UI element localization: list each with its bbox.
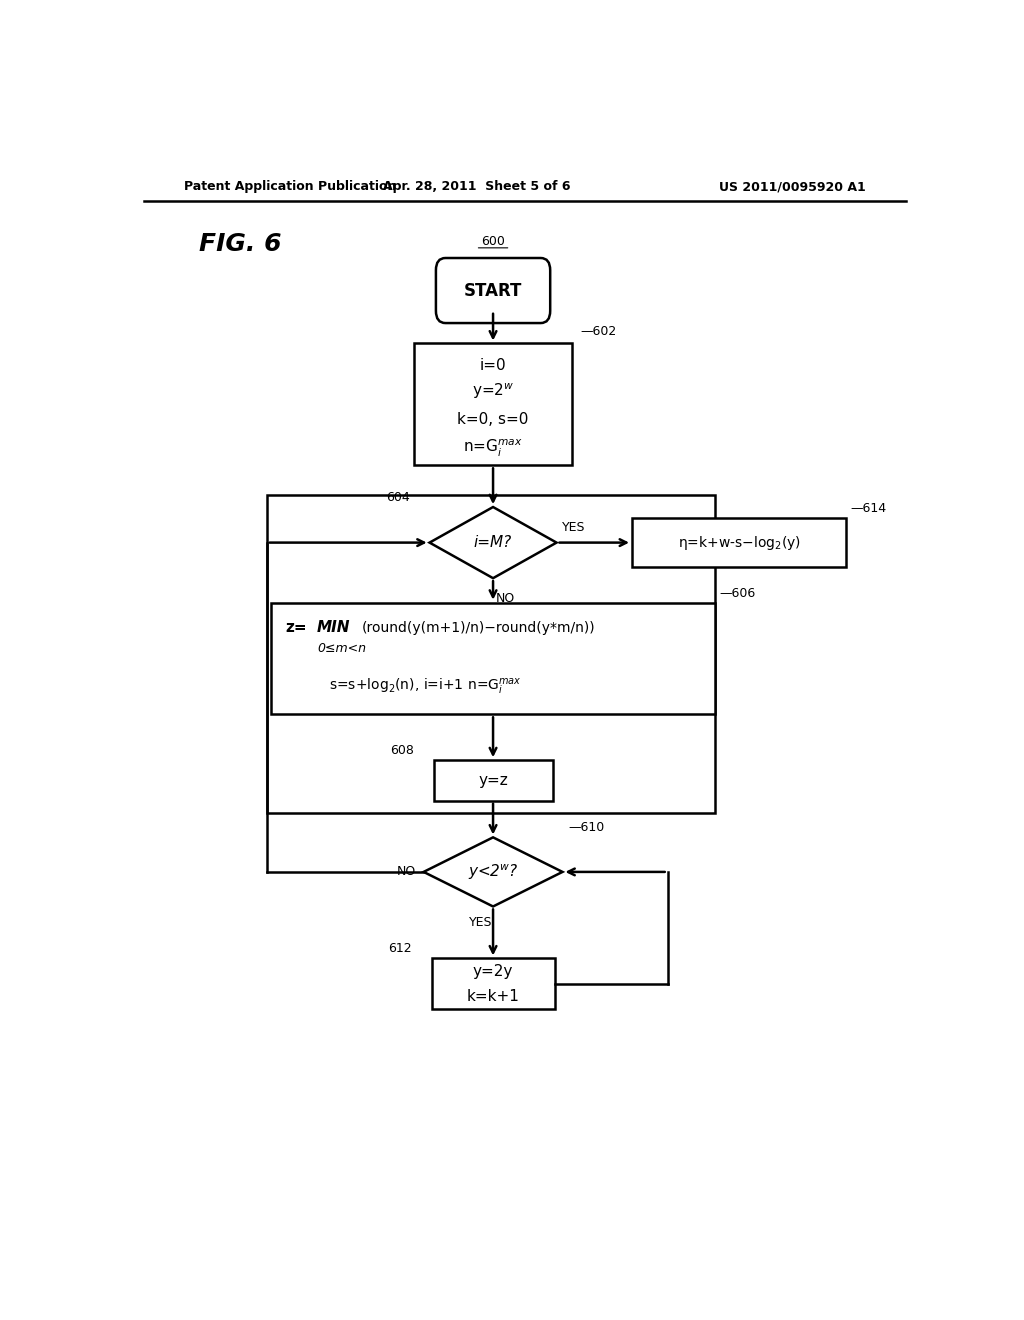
Bar	[433, 760, 553, 801]
Text: Patent Application Publication: Patent Application Publication	[183, 181, 396, 193]
Text: Apr. 28, 2011  Sheet 5 of 6: Apr. 28, 2011 Sheet 5 of 6	[383, 181, 571, 193]
Text: k=k+1: k=k+1	[467, 990, 519, 1005]
Bar	[414, 343, 572, 466]
Text: NO: NO	[396, 866, 416, 878]
Bar	[267, 495, 715, 813]
Text: START: START	[464, 281, 522, 300]
Text: z=: z=	[285, 620, 307, 635]
Text: 608: 608	[390, 744, 414, 758]
Bar	[632, 519, 846, 568]
Text: NO: NO	[496, 591, 515, 605]
Text: —614: —614	[850, 502, 887, 515]
Text: y=2y: y=2y	[473, 964, 513, 979]
Text: YES: YES	[469, 916, 493, 929]
Text: US 2011/0095920 A1: US 2011/0095920 A1	[719, 181, 866, 193]
Text: k=0, s=0: k=0, s=0	[458, 412, 528, 428]
Text: s=s+log$_2$(n), i=i+1 n=G$_i^{max}$: s=s+log$_2$(n), i=i+1 n=G$_i^{max}$	[329, 677, 521, 697]
Text: i=M?: i=M?	[474, 535, 512, 550]
Text: 604: 604	[386, 491, 410, 504]
Text: —606: —606	[719, 586, 756, 599]
Text: n=G$_i^{max}$: n=G$_i^{max}$	[463, 437, 523, 458]
Text: i=0: i=0	[479, 358, 507, 374]
Text: y=z: y=z	[478, 774, 508, 788]
Text: 0≤m<n: 0≤m<n	[316, 642, 366, 655]
Bar	[431, 958, 555, 1008]
Polygon shape	[424, 837, 562, 907]
Text: 600: 600	[481, 235, 505, 248]
FancyBboxPatch shape	[436, 257, 550, 323]
Polygon shape	[430, 507, 557, 578]
Text: y=2$^w$: y=2$^w$	[472, 381, 514, 401]
Text: (round(y(m+1)/n)−round(y*m/n)): (round(y(m+1)/n)−round(y*m/n))	[362, 620, 596, 635]
Text: FIG. 6: FIG. 6	[200, 231, 282, 256]
Text: η=k+w-s−log$_2$(y): η=k+w-s−log$_2$(y)	[678, 533, 801, 552]
Text: —610: —610	[569, 821, 605, 834]
Text: 612: 612	[388, 942, 412, 956]
Text: YES: YES	[562, 521, 586, 533]
Bar	[270, 602, 715, 714]
Text: MIN: MIN	[316, 620, 350, 635]
Text: —602: —602	[581, 325, 616, 338]
Text: y<2$^w$?: y<2$^w$?	[468, 862, 518, 882]
